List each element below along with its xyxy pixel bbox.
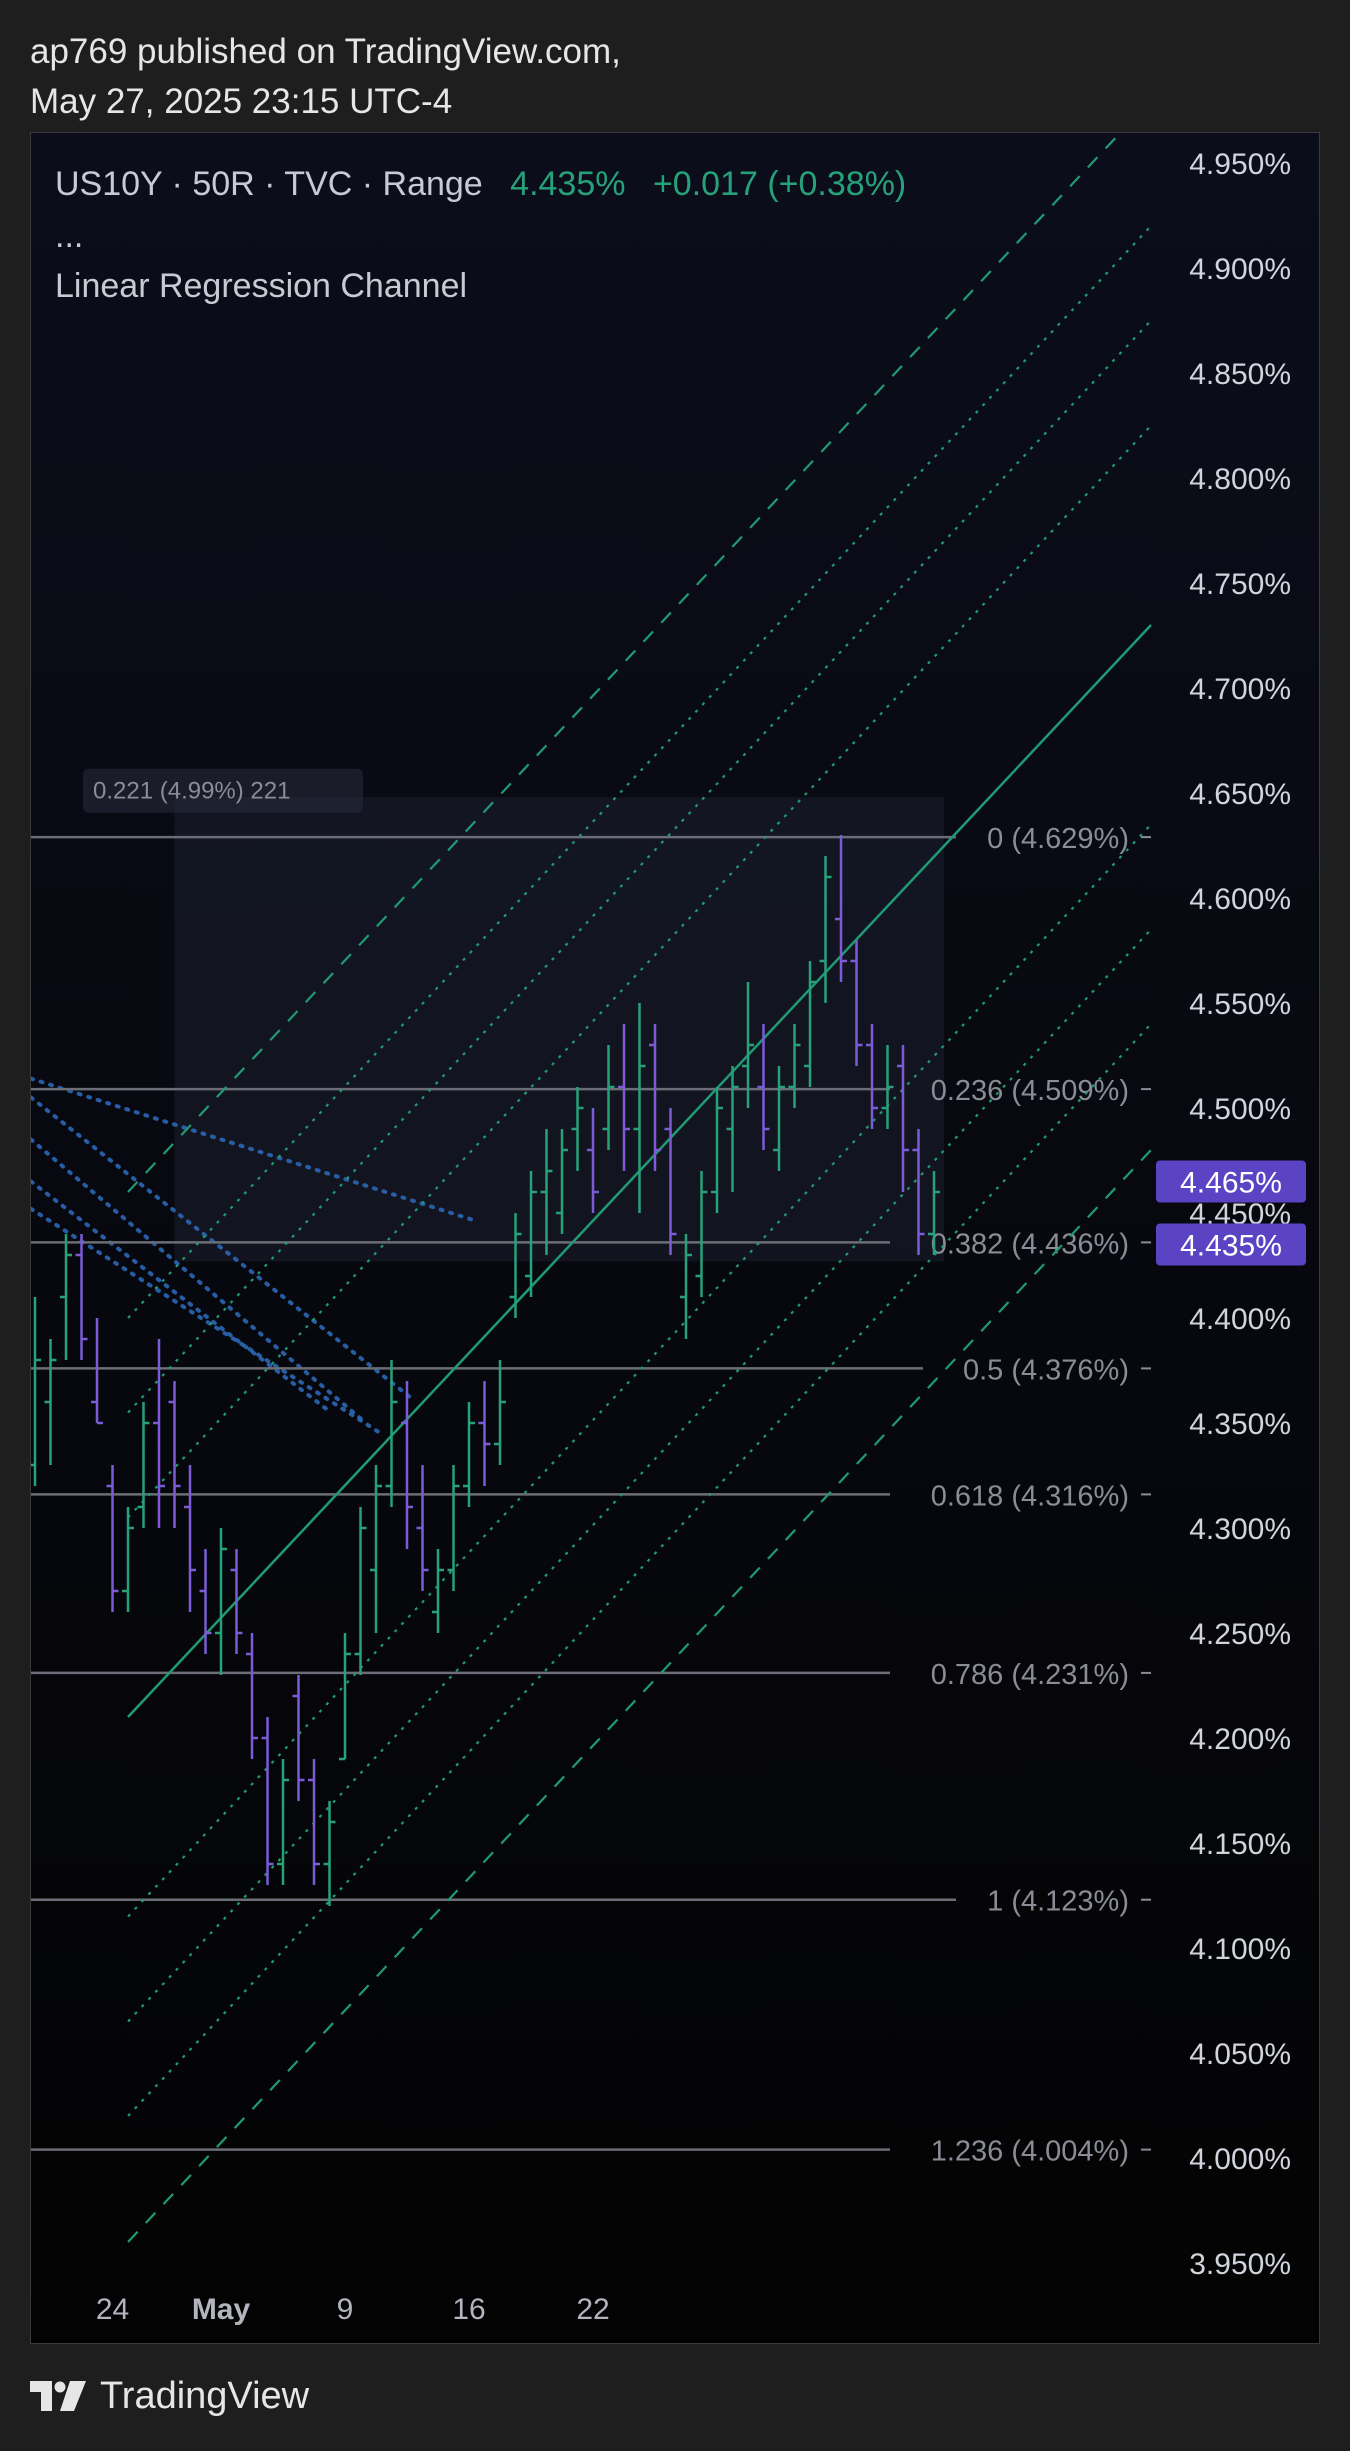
price-tag-bg-0 — [1156, 1160, 1306, 1203]
x-tick-1: May — [192, 2293, 251, 2326]
x-tick-3: 16 — [452, 2293, 485, 2326]
fib-label-0: 0 (4.629%) — [987, 823, 1129, 855]
fib-label-6: 1 (4.123%) — [987, 1886, 1129, 1918]
x-tick-0: 24 — [96, 2293, 129, 2326]
y-tick-6: 4.650% — [1189, 778, 1291, 811]
fib-label-5: 0.786 (4.231%) — [931, 1659, 1129, 1691]
measure-box — [174, 797, 944, 1262]
y-tick-0: 4.950% — [1189, 148, 1291, 181]
y-tick-9: 4.500% — [1189, 1093, 1291, 1126]
fib-label-7: 1.236 (4.004%) — [931, 2136, 1129, 2168]
last-price: 4.435% — [510, 165, 626, 203]
fib-label-1: 0.236 (4.509%) — [931, 1075, 1129, 1107]
y-tick-3: 4.800% — [1189, 463, 1291, 496]
indicator-label[interactable]: Linear Regression Channel — [55, 267, 468, 305]
dotted-trendline-2 — [31, 1137, 363, 1421]
ohlc-chart[interactable]: 0.221 (4.99%) 221 0 (4.629%) 0.236 (4.509%… — [31, 133, 1320, 2344]
y-tick-15: 4.200% — [1189, 1723, 1291, 1756]
y-tick-4: 4.750% — [1189, 568, 1291, 601]
y-tick-19: 4.000% — [1189, 2143, 1291, 2176]
y-tick-1: 4.900% — [1189, 253, 1291, 286]
x-tick-4: 22 — [576, 2293, 609, 2326]
y-tick-7: 4.600% — [1189, 883, 1291, 916]
publisher-line: ap769 published on TradingView.com, — [30, 32, 621, 71]
measure-label-bg — [83, 768, 363, 813]
y-tick-5: 4.700% — [1189, 673, 1291, 706]
dotted-trendline-0 — [31, 1076, 473, 1222]
tradingview-logo-icon — [30, 2381, 86, 2411]
chart-panel[interactable]: 0.221 (4.99%) 221 0 (4.629%) 0.236 (4.509%… — [30, 132, 1320, 2344]
price-tag-0: 4.465% — [1180, 1167, 1282, 1200]
fib-label-4: 0.618 (4.316%) — [931, 1480, 1129, 1512]
footer: TradingView — [30, 2368, 309, 2424]
y-tick-17: 4.100% — [1189, 1933, 1291, 1966]
y-tick-14: 4.250% — [1189, 1618, 1291, 1651]
price-change: +0.017 (+0.38%) — [652, 165, 907, 203]
publish-date: May 27, 2025 23:15 UTC-4 — [30, 82, 453, 121]
dotted-trendline-3 — [31, 1179, 333, 1415]
dotted-trendline-4 — [31, 1206, 383, 1436]
measure-label: 0.221 (4.99%) 221 — [93, 778, 290, 805]
symbol-info[interactable]: US10Y · 50R · TVC · Range — [55, 165, 483, 203]
regression-band-7 — [127, 1149, 1152, 2243]
y-tick-18: 4.050% — [1189, 2038, 1291, 2071]
y-tick-2: 4.850% — [1189, 358, 1291, 391]
y-tick-12: 4.350% — [1189, 1408, 1291, 1441]
y-tick-16: 4.150% — [1189, 1828, 1291, 1861]
x-tick-2: 9 — [337, 2293, 354, 2326]
dotted-trendline-1 — [31, 1095, 413, 1400]
footer-brand: TradingView — [100, 2374, 310, 2417]
y-tick-8: 4.550% — [1189, 988, 1291, 1021]
fib-label-3: 0.5 (4.376%) — [963, 1354, 1129, 1386]
price-tag-1: 4.435% — [1180, 1230, 1282, 1263]
y-tick-20: 3.950% — [1189, 2248, 1291, 2281]
symbol-legend: US10Y · 50R · TVC · Range 4.435% +0.017 … — [55, 165, 906, 204]
legend-more-button[interactable]: ... — [55, 217, 84, 255]
y-tick-11: 4.400% — [1189, 1303, 1291, 1336]
fib-label-2: 0.382 (4.436%) — [931, 1228, 1129, 1260]
price-tag-bg-1 — [1156, 1223, 1306, 1266]
y-tick-13: 4.300% — [1189, 1513, 1291, 1546]
